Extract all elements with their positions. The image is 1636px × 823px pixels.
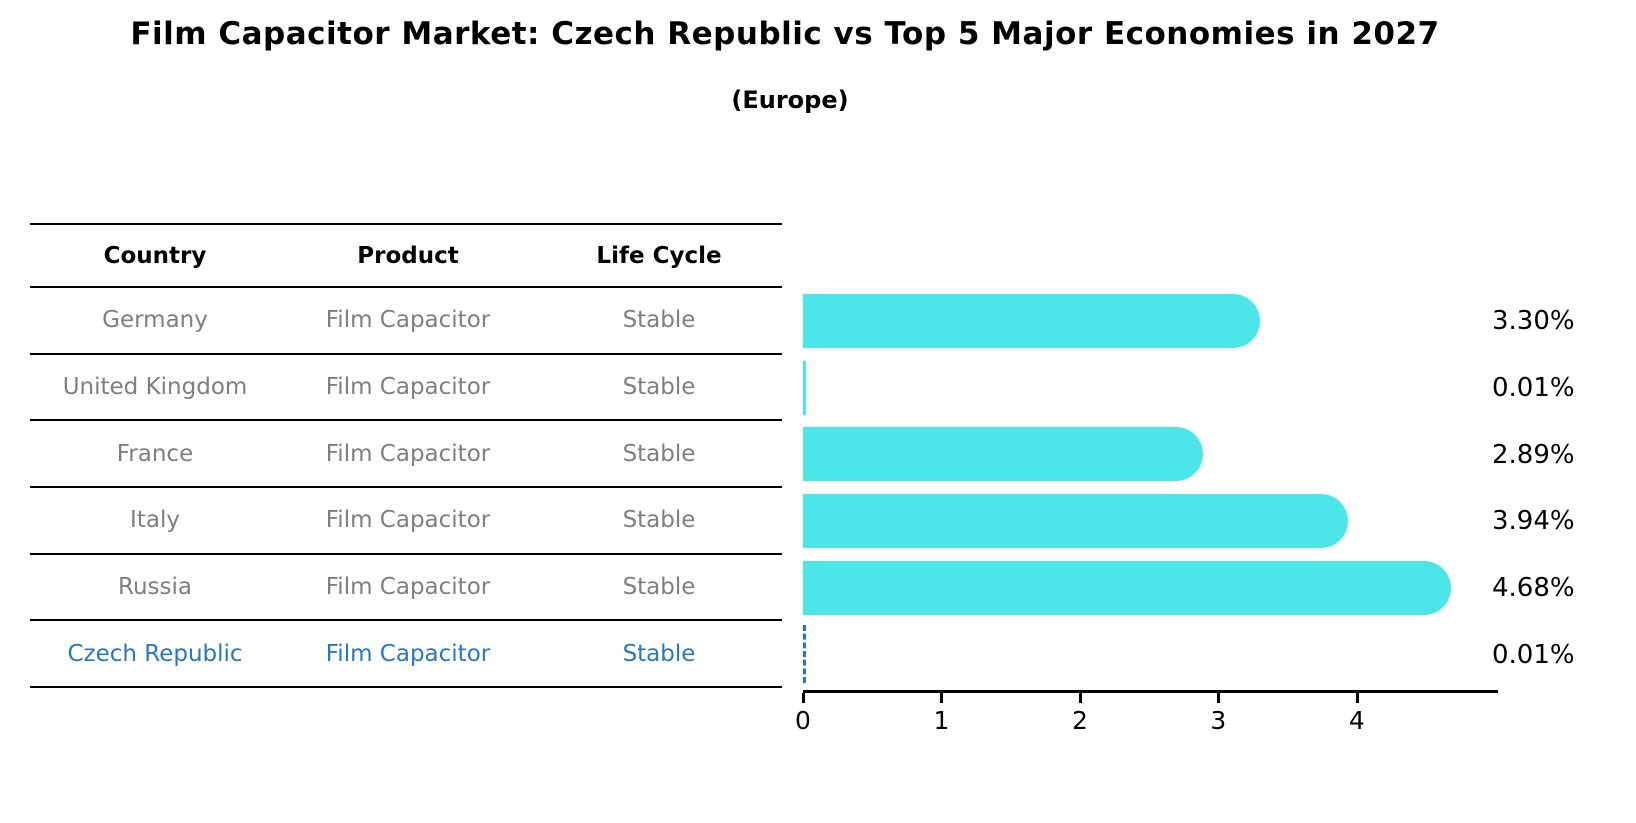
x-tick-label: 3 xyxy=(1210,706,1227,735)
value-label-france: 2.89% xyxy=(1492,440,1575,470)
country-cell: Russia xyxy=(118,574,192,601)
product-cell: Film Capacitor xyxy=(325,507,491,534)
header-product: Product xyxy=(357,242,459,269)
bar-united-kingdom xyxy=(803,360,806,415)
bar-band-czech-republic xyxy=(803,621,1498,688)
value-label-italy: 3.94% xyxy=(1492,506,1575,536)
x-tick-label: 0 xyxy=(795,706,811,735)
value-label-united-kingdom: 0.01% xyxy=(1492,373,1575,403)
header-country: Country xyxy=(103,242,207,269)
table-header-row: Country Product Life Cycle xyxy=(30,225,782,288)
life-cycle-cell: Stable xyxy=(622,374,696,400)
bar-italy xyxy=(803,494,1349,549)
value-label-russia: 4.68% xyxy=(1492,573,1575,603)
table-row-france: France Film Capacitor Stable xyxy=(30,421,782,489)
product-cell: Film Capacitor xyxy=(325,574,491,601)
x-tick-mark xyxy=(802,693,805,703)
product-cell: Film Capacitor xyxy=(325,640,491,667)
x-tick-label: 1 xyxy=(933,706,950,735)
czech-republic-zero-marker xyxy=(803,625,806,684)
country-cell: Czech Republic xyxy=(67,640,243,667)
bar-band-france xyxy=(803,421,1498,488)
country-cell: United Kingdom xyxy=(62,374,248,400)
country-cell: France xyxy=(116,440,194,467)
x-tick-label: 2 xyxy=(1071,706,1088,735)
table-row-united-kingdom: United Kingdom Film Capacitor Stable xyxy=(30,355,782,422)
life-cycle-cell: Stable xyxy=(622,307,696,334)
bar-germany xyxy=(803,294,1260,348)
value-label-germany: 3.30% xyxy=(1492,306,1575,336)
table-row-russia: Russia Film Capacitor Stable xyxy=(30,555,782,622)
x-tick-label: 4 xyxy=(1348,706,1365,735)
data-table: Country Product Life Cycle Germany Film … xyxy=(30,223,782,689)
table-row-germany: Germany Film Capacitor Stable xyxy=(30,288,782,355)
country-cell: Germany xyxy=(102,307,208,334)
bar-band-united-kingdom xyxy=(803,355,1498,422)
country-cell: Italy xyxy=(130,507,180,534)
bar-france xyxy=(803,427,1204,482)
product-cell: Film Capacitor xyxy=(325,374,491,400)
product-cell: Film Capacitor xyxy=(325,440,491,467)
bar-chart xyxy=(803,288,1498,688)
bar-band-italy xyxy=(803,488,1498,555)
product-cell: Film Capacitor xyxy=(325,307,491,334)
x-tick-mark xyxy=(940,693,944,703)
x-tick-mark xyxy=(1217,693,1221,703)
life-cycle-cell: Stable xyxy=(622,507,696,534)
chart-subtitle: (Europe) xyxy=(731,86,849,114)
header-life-cycle: Life Cycle xyxy=(596,242,722,269)
table-row-czech-republic: Czech Republic Film Capacitor Stable xyxy=(30,621,782,689)
x-tick-mark xyxy=(1355,693,1359,703)
bar-russia xyxy=(803,560,1451,615)
life-cycle-cell: Stable xyxy=(622,440,696,467)
value-label-czech-republic: 0.01% xyxy=(1492,640,1575,670)
x-tick-mark xyxy=(1078,693,1082,703)
life-cycle-cell: Stable xyxy=(622,640,696,667)
chart-title: Film Capacitor Market: Czech Republic vs… xyxy=(130,16,1440,52)
x-axis-line xyxy=(803,690,1498,693)
life-cycle-cell: Stable xyxy=(622,574,696,601)
bar-band-germany xyxy=(803,288,1498,355)
bar-band-russia xyxy=(803,555,1498,622)
table-row-italy: Italy Film Capacitor Stable xyxy=(30,488,782,555)
